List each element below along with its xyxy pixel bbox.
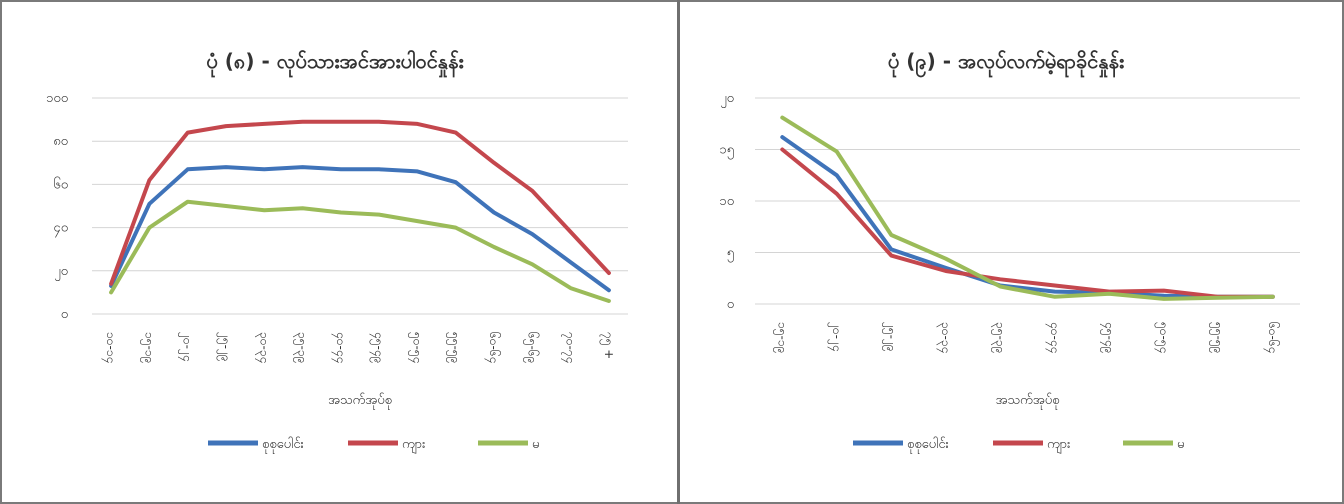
unemployment-rate-chart: ပုံ (၉) - အလုပ်လက်မဲ့ရာခိုင်နှုန်း၀၅၁၀၁၅… xyxy=(719,49,1300,454)
x-tick-label: ၆၀-၆၄ xyxy=(1263,322,1281,353)
chart-title: ပုံ (၉) - အလုပ်လက်မဲ့ရာခိုင်နှုန်း xyxy=(888,49,1124,78)
x-tick-label: ၃၅-၃၉ xyxy=(990,322,1007,353)
y-tick-label: ၂၀ xyxy=(720,91,734,108)
x-tick-label: ၄၀-၄၄ xyxy=(1045,322,1062,353)
x-axis-label: အသက်အုပ်စု xyxy=(328,392,392,410)
legend-label-2: မ xyxy=(532,437,539,452)
x-tick-label: ၅၅-၅၉ xyxy=(446,332,463,363)
y-tick-label: ၁၀ xyxy=(719,194,734,209)
legend-label-0: စုစုပေါင်း xyxy=(262,436,304,454)
y-tick-label: ၈၀ xyxy=(53,134,68,149)
x-tick-label: ၄၀-၄၄ xyxy=(331,332,348,363)
x-axis-label: အသက်အုပ်စု xyxy=(996,392,1060,410)
series-line-2 xyxy=(780,115,1275,301)
x-tick-label: ၃၀-၃၄ xyxy=(936,322,953,353)
y-tick-label: ၀ xyxy=(727,297,734,312)
series-line-1 xyxy=(780,147,1275,299)
legend-label-1: ကျား xyxy=(402,437,425,454)
labor-participation-chart: ပုံ (၈) - လုပ်သားအင်အားပါဝင်နှုန်း၀၂၀၄၀၆… xyxy=(46,49,628,454)
x-tick-label: ၄၅-၄၉ xyxy=(1099,322,1116,353)
y-tick-label: ၄၀ xyxy=(53,221,68,238)
x-tick-label: ၂၀-၂၄ xyxy=(827,322,844,352)
x-tick-label: ၂၀-၂၄ xyxy=(178,332,195,362)
x-tick-label: ၅၀-၅၄ xyxy=(407,332,424,363)
x-tick-label: ၅၅-၅၉ xyxy=(1208,322,1225,353)
y-tick-label: ၁၅ xyxy=(719,143,734,160)
y-tick-label: ၅ xyxy=(727,246,734,263)
x-tick-label: ၆၅-၆၉ xyxy=(522,332,540,363)
legend-label-0: စုစုပေါင်း xyxy=(907,436,949,454)
y-tick-label: ၆၀ xyxy=(53,176,68,192)
x-tick-label: ၄၅-၄၉ xyxy=(369,332,386,363)
series-line-2 xyxy=(109,199,611,303)
y-tick-label: ၂၀ xyxy=(54,264,68,281)
panel-divider xyxy=(677,0,680,504)
x-tick-label: ၆၀-၆၄ xyxy=(484,332,502,363)
series-line-1 xyxy=(109,119,611,286)
x-tick-label: ၇၀-၇၄ xyxy=(561,332,578,363)
x-tick-label: ၃၀-၃၄ xyxy=(254,332,271,363)
x-tick-label: ၃၅-၃၉ xyxy=(293,332,310,363)
legend-label-2: မ xyxy=(1177,437,1184,452)
x-tick-label: ၁၅-၁၉ xyxy=(139,332,156,363)
y-tick-label: ၁၀၀ xyxy=(46,91,68,106)
legend-label-1: ကျား xyxy=(1047,437,1070,454)
series-line-0 xyxy=(109,165,611,293)
x-tick-label: ၁၅-၁၉ xyxy=(772,322,789,353)
x-tick-label: ၂၅-၂၉ xyxy=(216,332,233,362)
chart-title: ပုံ (၈) - လုပ်သားအင်အားပါဝင်နှုန်း xyxy=(206,49,463,78)
x-tick-label: ၅၀-၅၄ xyxy=(1154,322,1171,353)
y-tick-label: ၀ xyxy=(61,307,68,322)
series-line-0 xyxy=(780,135,1275,299)
x-tick-label: ၇၅ + xyxy=(599,332,616,359)
x-tick-label: ၁၀-၁၄ xyxy=(101,332,118,363)
x-tick-label: ၂၅-၂၉ xyxy=(881,322,898,352)
